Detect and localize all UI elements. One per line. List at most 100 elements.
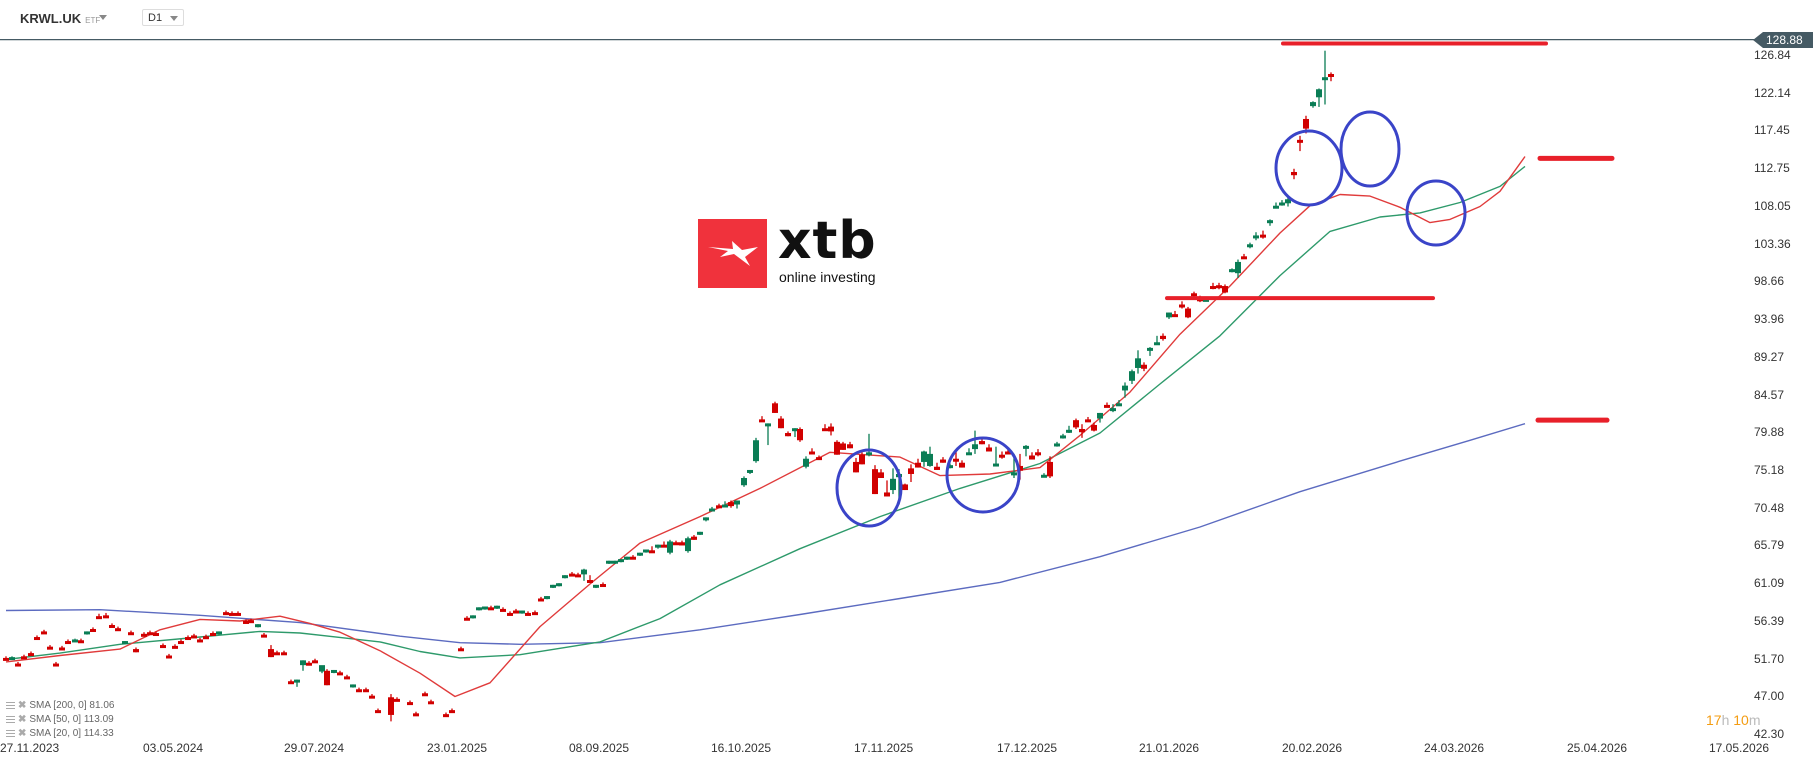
candle-body — [324, 670, 330, 686]
candle-body — [494, 605, 500, 609]
price-tick-label: 79.88 — [1754, 425, 1785, 440]
sma50-line — [5, 165, 1526, 661]
candle-body — [1191, 293, 1197, 297]
candle-body — [606, 560, 612, 564]
candle-body — [281, 652, 287, 656]
candle-body — [1104, 404, 1110, 408]
candle-body — [294, 679, 300, 683]
candle-body — [47, 646, 53, 650]
candle-body — [458, 648, 464, 652]
candle-body — [1303, 118, 1309, 129]
remove-x-icon[interactable]: ✖ — [18, 728, 27, 739]
candle-body — [785, 433, 791, 437]
candle-body — [853, 461, 859, 473]
candle-body — [185, 637, 191, 641]
price-tick-label: 42.30 — [1754, 727, 1785, 742]
date-tick-label: 27.11.2023 — [0, 741, 60, 755]
candle-body — [569, 573, 575, 577]
candle-body — [464, 617, 470, 621]
indicator-legend-item[interactable]: ✖ SMA [20, 0] 114.33 — [6, 728, 114, 739]
candle-body — [679, 542, 685, 546]
candle-body — [1060, 435, 1066, 439]
settings-lines-icon[interactable] — [6, 701, 15, 710]
candle-body — [1260, 234, 1266, 238]
candle-body — [1203, 298, 1209, 302]
candle-body — [618, 559, 624, 563]
candle-body — [3, 657, 9, 661]
symbol-selector[interactable]: KRWL.UK ETF — [20, 11, 100, 26]
candle-body — [703, 517, 709, 521]
candle-body — [191, 635, 197, 639]
settings-lines-icon[interactable] — [6, 729, 15, 738]
settings-lines-icon[interactable] — [6, 715, 15, 724]
remove-x-icon[interactable]: ✖ — [18, 714, 27, 725]
candle-body — [34, 637, 40, 641]
symbol-dropdown-caret-icon[interactable] — [99, 15, 107, 20]
xtb-wordmark: xtb — [778, 211, 877, 271]
candle-body — [115, 628, 121, 632]
candle-body — [1247, 244, 1253, 248]
candle-body — [1273, 205, 1279, 209]
candle-body — [153, 633, 159, 637]
candle-body — [685, 538, 691, 552]
candle-body — [966, 452, 972, 456]
candle-body — [593, 584, 599, 588]
candle-countdown: 17h 10m — [1706, 712, 1761, 728]
annotation-circle — [945, 436, 1021, 514]
candle-body — [734, 500, 740, 505]
candle-body — [1085, 419, 1091, 423]
candle-body — [655, 544, 661, 548]
candle-body — [128, 632, 134, 636]
chevron-down-icon — [170, 16, 178, 21]
candle-body — [197, 639, 203, 643]
candle-body — [15, 663, 21, 667]
candle-body — [78, 640, 84, 644]
candle-body — [65, 641, 71, 645]
candle-body — [947, 465, 953, 469]
price-tick-label: 93.96 — [1754, 312, 1785, 327]
sma20-line — [5, 156, 1526, 698]
price-tick-label: 65.79 — [1754, 538, 1785, 553]
countdown-hours-unit: h — [1721, 712, 1730, 728]
candle-body — [363, 689, 369, 693]
annotation-circle — [1339, 110, 1401, 188]
annotation-circle — [1274, 129, 1344, 207]
candle-body — [934, 466, 940, 470]
candle-body — [1172, 314, 1178, 318]
remove-x-icon[interactable]: ✖ — [18, 700, 27, 711]
candle-body — [243, 620, 249, 624]
candle-body — [728, 502, 734, 507]
candle-body — [96, 616, 102, 620]
indicator-legend-item[interactable]: ✖ SMA [50, 0] 113.09 — [6, 714, 114, 725]
candle-body — [133, 649, 139, 653]
indicator-legend-item[interactable]: ✖ SMA [200, 0] 81.06 — [6, 700, 114, 711]
candle-body — [407, 702, 413, 706]
candle-body — [109, 624, 115, 628]
candle-body — [741, 478, 747, 486]
candle-body — [147, 632, 153, 636]
candle-body — [709, 508, 715, 512]
candle-body — [979, 441, 985, 445]
timeframe-select[interactable]: D1 — [142, 9, 184, 26]
price-tick-label: 75.18 — [1754, 462, 1785, 477]
timeframe-value: D1 — [148, 12, 163, 24]
candle-body — [716, 505, 722, 509]
candle-body — [872, 469, 878, 495]
candle-body — [470, 615, 476, 619]
candle-body — [847, 444, 853, 449]
price-tick-label: 56.39 — [1754, 613, 1785, 628]
candle-body — [986, 447, 992, 452]
countdown-minutes-unit: m — [1748, 712, 1761, 728]
candle-body — [72, 639, 78, 643]
annotation-circle — [835, 448, 903, 528]
candle-body — [1297, 139, 1303, 143]
price-tick-label: 126.84 — [1754, 48, 1791, 62]
date-tick-label: 24.03.2026 — [1424, 741, 1485, 755]
candle-body — [587, 580, 593, 584]
candle-body — [649, 550, 655, 554]
candle-body — [235, 612, 241, 616]
candle-body — [1328, 73, 1334, 77]
sma200-line — [5, 423, 1526, 645]
candle-body — [661, 544, 667, 548]
